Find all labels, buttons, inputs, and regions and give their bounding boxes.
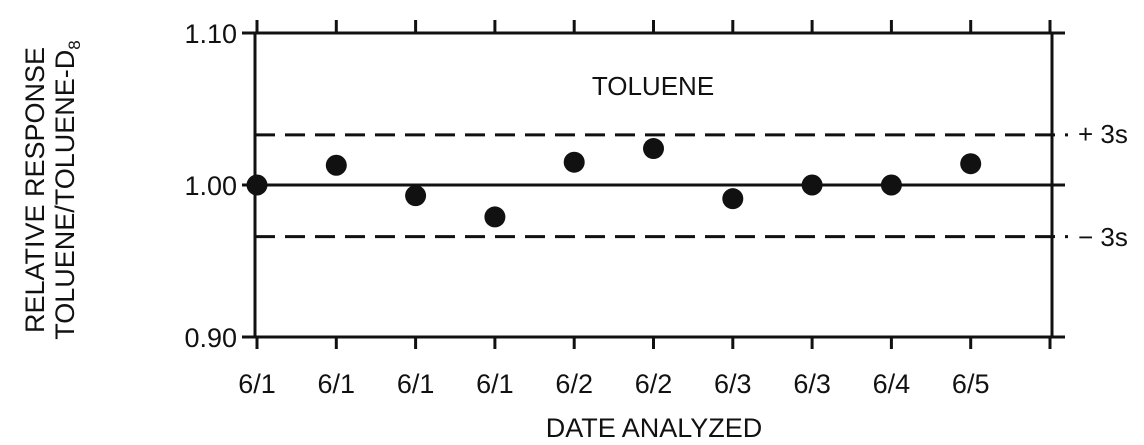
data-point — [880, 174, 902, 196]
y-axis-title-line1: RELATIVE RESPONSE — [20, 47, 50, 333]
data-point — [563, 151, 585, 173]
x-tick-label: 6/1 — [397, 369, 435, 399]
x-tick-label: 6/3 — [714, 369, 752, 399]
upper-limit-label: + 3s — [1078, 119, 1128, 149]
data-point — [246, 174, 268, 196]
lower-limit-label: − 3s — [1078, 222, 1128, 252]
data-point — [722, 188, 744, 210]
data-points — [246, 138, 982, 228]
control-limits — [255, 133, 1068, 239]
y-axis-title-subscript: 8 — [65, 40, 84, 49]
y-tick-label: 1.00 — [184, 171, 237, 201]
x-tick-label: 6/3 — [793, 369, 831, 399]
y-axis-title-line2: TOLUENE/TOLUENE-D8 — [50, 40, 84, 340]
data-point — [325, 154, 347, 176]
x-tick-label: 6/2 — [555, 369, 593, 399]
x-tick-label: 6/4 — [873, 369, 911, 399]
data-point — [643, 138, 664, 160]
chart-title: TOLUENE — [592, 71, 714, 101]
x-tick-label: 6/1 — [476, 369, 514, 399]
y-axis-title-line2-main: TOLUENE/TOLUENE-D — [50, 50, 80, 340]
y-tick-label: 1.10 — [184, 19, 237, 49]
data-point — [484, 206, 506, 228]
data-point — [960, 153, 982, 175]
data-point — [801, 174, 823, 196]
x-axis-title: DATE ANALYZED — [546, 413, 763, 443]
x-tick-label: 6/2 — [635, 369, 673, 399]
x-tick-label: 6/1 — [318, 369, 356, 399]
y-tick-label: 0.90 — [184, 323, 237, 353]
x-tick-label: 6/5 — [952, 369, 990, 399]
x-tick-label: 6/1 — [238, 369, 276, 399]
data-point — [405, 185, 427, 207]
